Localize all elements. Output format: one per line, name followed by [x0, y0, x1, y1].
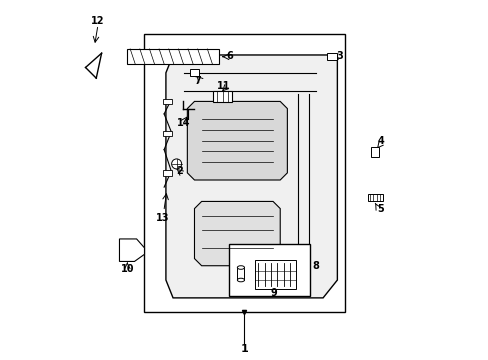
Bar — [367, 194, 382, 201]
Bar — [237, 267, 244, 280]
Bar — [326, 53, 337, 60]
Polygon shape — [165, 55, 337, 298]
Bar — [254, 260, 295, 289]
Text: 13: 13 — [156, 212, 169, 222]
Text: 1: 1 — [240, 343, 248, 354]
Text: 9: 9 — [270, 288, 277, 298]
Polygon shape — [187, 102, 287, 180]
Bar — [163, 131, 172, 136]
Text: 12: 12 — [91, 16, 104, 26]
Text: 14: 14 — [177, 118, 190, 128]
Ellipse shape — [237, 278, 244, 282]
Text: 3: 3 — [336, 51, 343, 61]
Polygon shape — [119, 239, 144, 261]
Bar — [144, 33, 344, 312]
Text: 11: 11 — [217, 81, 230, 91]
Bar — [213, 91, 231, 102]
Circle shape — [171, 159, 181, 169]
Bar — [163, 170, 172, 176]
Polygon shape — [194, 202, 280, 266]
Text: 7: 7 — [194, 76, 200, 86]
Bar — [163, 99, 172, 104]
Bar — [126, 49, 219, 64]
Text: 10: 10 — [121, 264, 134, 274]
Text: 2: 2 — [176, 166, 183, 176]
Ellipse shape — [237, 266, 244, 269]
Bar — [370, 148, 378, 157]
Text: 5: 5 — [377, 204, 384, 214]
Text: 8: 8 — [312, 261, 319, 271]
Text: 4: 4 — [377, 136, 384, 146]
Bar — [190, 69, 199, 76]
Bar — [229, 244, 309, 296]
Text: 6: 6 — [225, 51, 232, 61]
